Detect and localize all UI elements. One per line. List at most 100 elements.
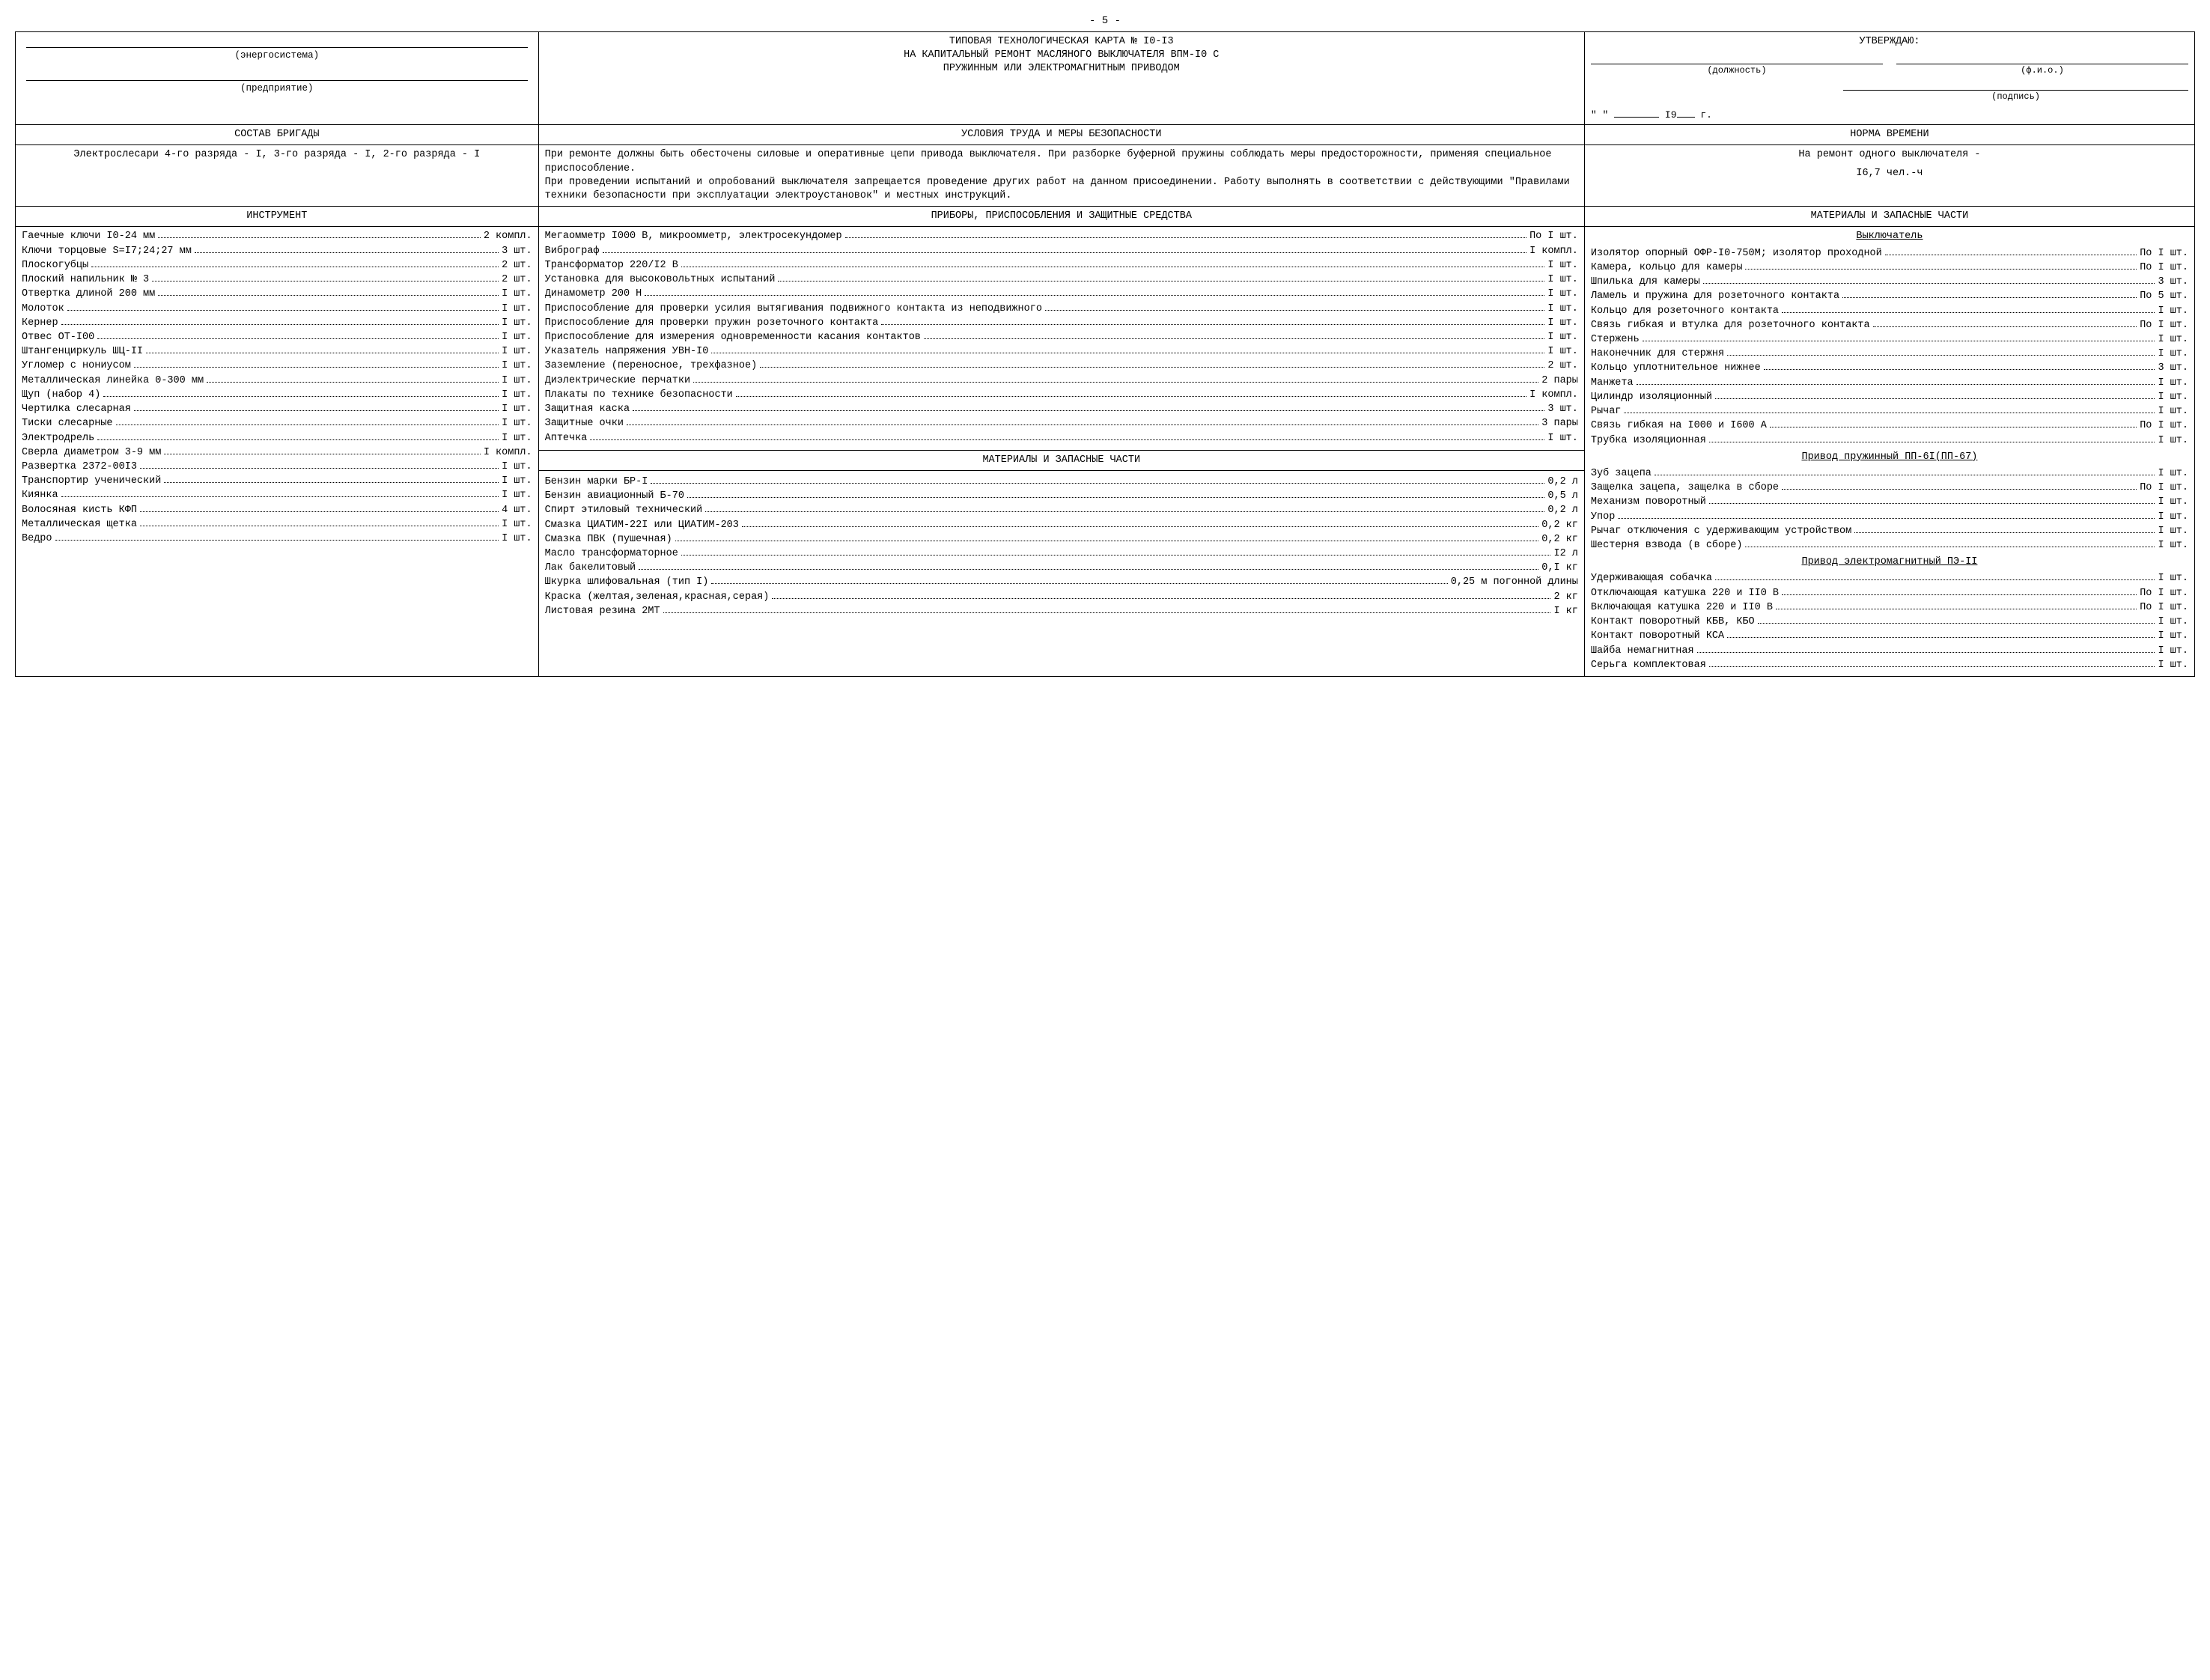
list-item: Бензин марки БР-I0,2 л <box>545 475 1578 489</box>
item-qty: I шт. <box>1547 432 1578 445</box>
item-label: Изолятор опорный ОФР-I0-750М; изолятор п… <box>1591 247 1882 261</box>
item-label: Трубка изоляционная <box>1591 434 1706 448</box>
sub-spring-drive: Привод пружинный ПП-6I(ПП-67) <box>1591 451 2188 464</box>
list-item: Связь гибкая и втулка для розеточного ко… <box>1591 319 2188 332</box>
item-qty: I шт. <box>2158 525 2188 538</box>
item-label: Рычаг отключения с удерживающим устрой­с… <box>1591 525 1851 538</box>
item-qty: 0,2 л <box>1547 475 1578 489</box>
list-item: Связь гибкая на I000 и I600 АПо I шт. <box>1591 419 2188 433</box>
item-label: Листовая резина 2МТ <box>545 605 660 618</box>
item-label: Металлическая щетка <box>22 518 137 532</box>
item-label: Серьга комплектовая <box>1591 659 1706 672</box>
item-label: Трансформатор 220/I2 В <box>545 259 678 273</box>
list-item: Контакт поворотный КБВ, КБОI шт. <box>1591 615 2188 629</box>
item-qty: 2 пары <box>1541 374 1578 388</box>
list-item: Механизм поворотный I шт. <box>1591 496 2188 509</box>
item-qty: 3 пары <box>1541 417 1578 430</box>
list-item: МолотокI шт. <box>22 302 532 316</box>
list-item: Камера, кольцо для камерыПо I шт. <box>1591 261 2188 275</box>
item-label: Тиски слесарные <box>22 417 113 430</box>
item-qty: 3 шт. <box>2158 276 2188 289</box>
item-qty: I компл. <box>1529 389 1578 402</box>
item-qty: I шт. <box>2158 333 2188 347</box>
list-item: Рычаг отключения с удерживающим устрой­с… <box>1591 525 2188 538</box>
item-qty: По I шт. <box>1529 230 1578 243</box>
col-materials: МАТЕРИАЛЫ И ЗАПАСНЫЕ ЧАСТИ Выключатель И… <box>1584 207 2194 677</box>
list-item: УпорI шт. <box>1591 511 2188 524</box>
item-label: Шайба немагнитная <box>1591 645 1694 658</box>
item-qty: I2 л <box>1553 547 1577 561</box>
item-qty: I шт. <box>502 331 532 344</box>
item-label: Механизм поворотный <box>1591 496 1706 509</box>
header-left: (энергосистема) (предприятие) <box>16 32 539 125</box>
list-item: Металлическая щеткаI шт. <box>22 518 532 532</box>
list-item: Плоский напильник № 32 шт. <box>22 273 532 287</box>
item-label: Чертилка слесарная <box>22 403 131 416</box>
item-label: Приспособление для проверки усилия вы­тя… <box>545 302 1042 316</box>
item-label: Сверла диаметром 3-9 мм <box>22 446 161 460</box>
item-qty: I шт. <box>502 403 532 416</box>
mid-materials-title: МАТЕРИАЛЫ И ЗАПАСНЫЕ ЧАСТИ <box>539 450 1584 471</box>
item-label: Волосяная кисть КФП <box>22 504 137 517</box>
list-item: МанжетаI шт. <box>1591 377 2188 390</box>
item-label: Удерживающая собачка <box>1591 572 1712 585</box>
item-label: Установка для высоковольтных испытаний <box>545 273 776 287</box>
item-qty: По I шт. <box>2140 261 2188 275</box>
item-label: Шпилька для камеры <box>1591 276 1700 289</box>
list-item: Развертка 2372-00I3I шт. <box>22 460 532 474</box>
item-qty: I шт. <box>2158 615 2188 629</box>
item-qty: 4 шт. <box>502 504 532 517</box>
list-item: Сверла диаметром 3-9 ммI компл. <box>22 446 532 460</box>
item-label: Шестерня взвода (в сборе) <box>1591 539 1743 553</box>
item-qty: I компл. <box>1529 245 1578 258</box>
item-qty: I шт. <box>2158 645 2188 658</box>
item-qty: I шт. <box>2158 496 2188 509</box>
item-qty: По I шт. <box>2140 601 2188 615</box>
conditions-title: УСЛОВИЯ ТРУДА И МЕРЫ БЕЗОПАСНОСТИ <box>538 125 1584 145</box>
list-item: ВибрографI компл. <box>545 245 1578 258</box>
item-label: Щуп (набор 4) <box>22 389 100 402</box>
item-label: Приспособление для измерения одновре­мен… <box>545 331 921 344</box>
page-number: - 5 - <box>15 15 2195 27</box>
list-item: Краска (желтая,зеленая,красная,серая)2 к… <box>545 591 1578 604</box>
item-label: Защитные очки <box>545 417 624 430</box>
item-qty: I шт. <box>2158 434 2188 448</box>
item-qty: 2 кг <box>1553 591 1577 604</box>
list-item: Динамометр 200 НI шт. <box>545 287 1578 301</box>
list-item: Спирт этиловый технический0,2 л <box>545 504 1578 517</box>
item-label: Смазка ПВК (пушечная) <box>545 533 672 547</box>
item-label: Лак бакелитовый <box>545 561 636 575</box>
col-instrument: ИНСТРУМЕНТ Гаечные ключи I0-24 мм2 компл… <box>16 207 539 677</box>
list-item: Заземление (переносное, трехфазное)2 шт. <box>545 359 1578 373</box>
item-label: Аптечка <box>545 432 588 445</box>
item-qty: I шт. <box>502 345 532 359</box>
list-item: Масло трансформаторноеI2 л <box>545 547 1578 561</box>
list-item: Шпилька для камеры 3 шт. <box>1591 276 2188 289</box>
item-label: Киянка <box>22 489 58 502</box>
item-qty: I шт. <box>2158 305 2188 318</box>
list-item: Кольцо уплотнительное нижнее3 шт. <box>1591 362 2188 375</box>
list-item: Отключающая катушка 220 и II0 ВПо I шт. <box>1591 587 2188 600</box>
item-qty: 3 шт. <box>2158 362 2188 375</box>
item-label: Мегаомметр I000 В, микроомметр, элект­ро… <box>545 230 842 243</box>
list-item: Смазка ЦИАТИМ-22I или ЦИАТИМ-2030,2 кг <box>545 519 1578 532</box>
item-label: Плоскогубцы <box>22 259 88 273</box>
title-3: ПРУЖИННЫМ ИЛИ ЭЛЕКТРОМАГНИТНЫМ ПРИВОДОМ <box>545 62 1578 76</box>
item-qty: По 5 шт. <box>2140 290 2188 303</box>
item-qty: I шт. <box>2158 467 2188 481</box>
item-qty: I шт. <box>2158 405 2188 419</box>
list-item: Приспособление для проверки пружин ро­зе… <box>545 317 1578 330</box>
item-qty: I шт. <box>2158 659 2188 672</box>
approve-role: (должность) <box>1591 64 1883 76</box>
item-qty: I шт. <box>2158 572 2188 585</box>
brigade-title: СОСТАВ БРИГАДЫ <box>16 125 539 145</box>
list-item: Транспортир ученическийI шт. <box>22 475 532 488</box>
item-qty: I шт. <box>1547 331 1578 344</box>
item-qty: 0,2 л <box>1547 504 1578 517</box>
col-devices-title: ПРИБОРЫ, ПРИСПОСОБЛЕНИЯ И ЗАЩИТНЫЕ СРЕДС… <box>539 207 1584 227</box>
list-item: Удерживающая собачка I шт. <box>1591 572 2188 585</box>
item-label: Связь гибкая на I000 и I600 А <box>1591 419 1767 433</box>
item-qty: I шт. <box>502 475 532 488</box>
item-qty: I шт. <box>1547 302 1578 316</box>
item-qty: I шт. <box>502 374 532 388</box>
